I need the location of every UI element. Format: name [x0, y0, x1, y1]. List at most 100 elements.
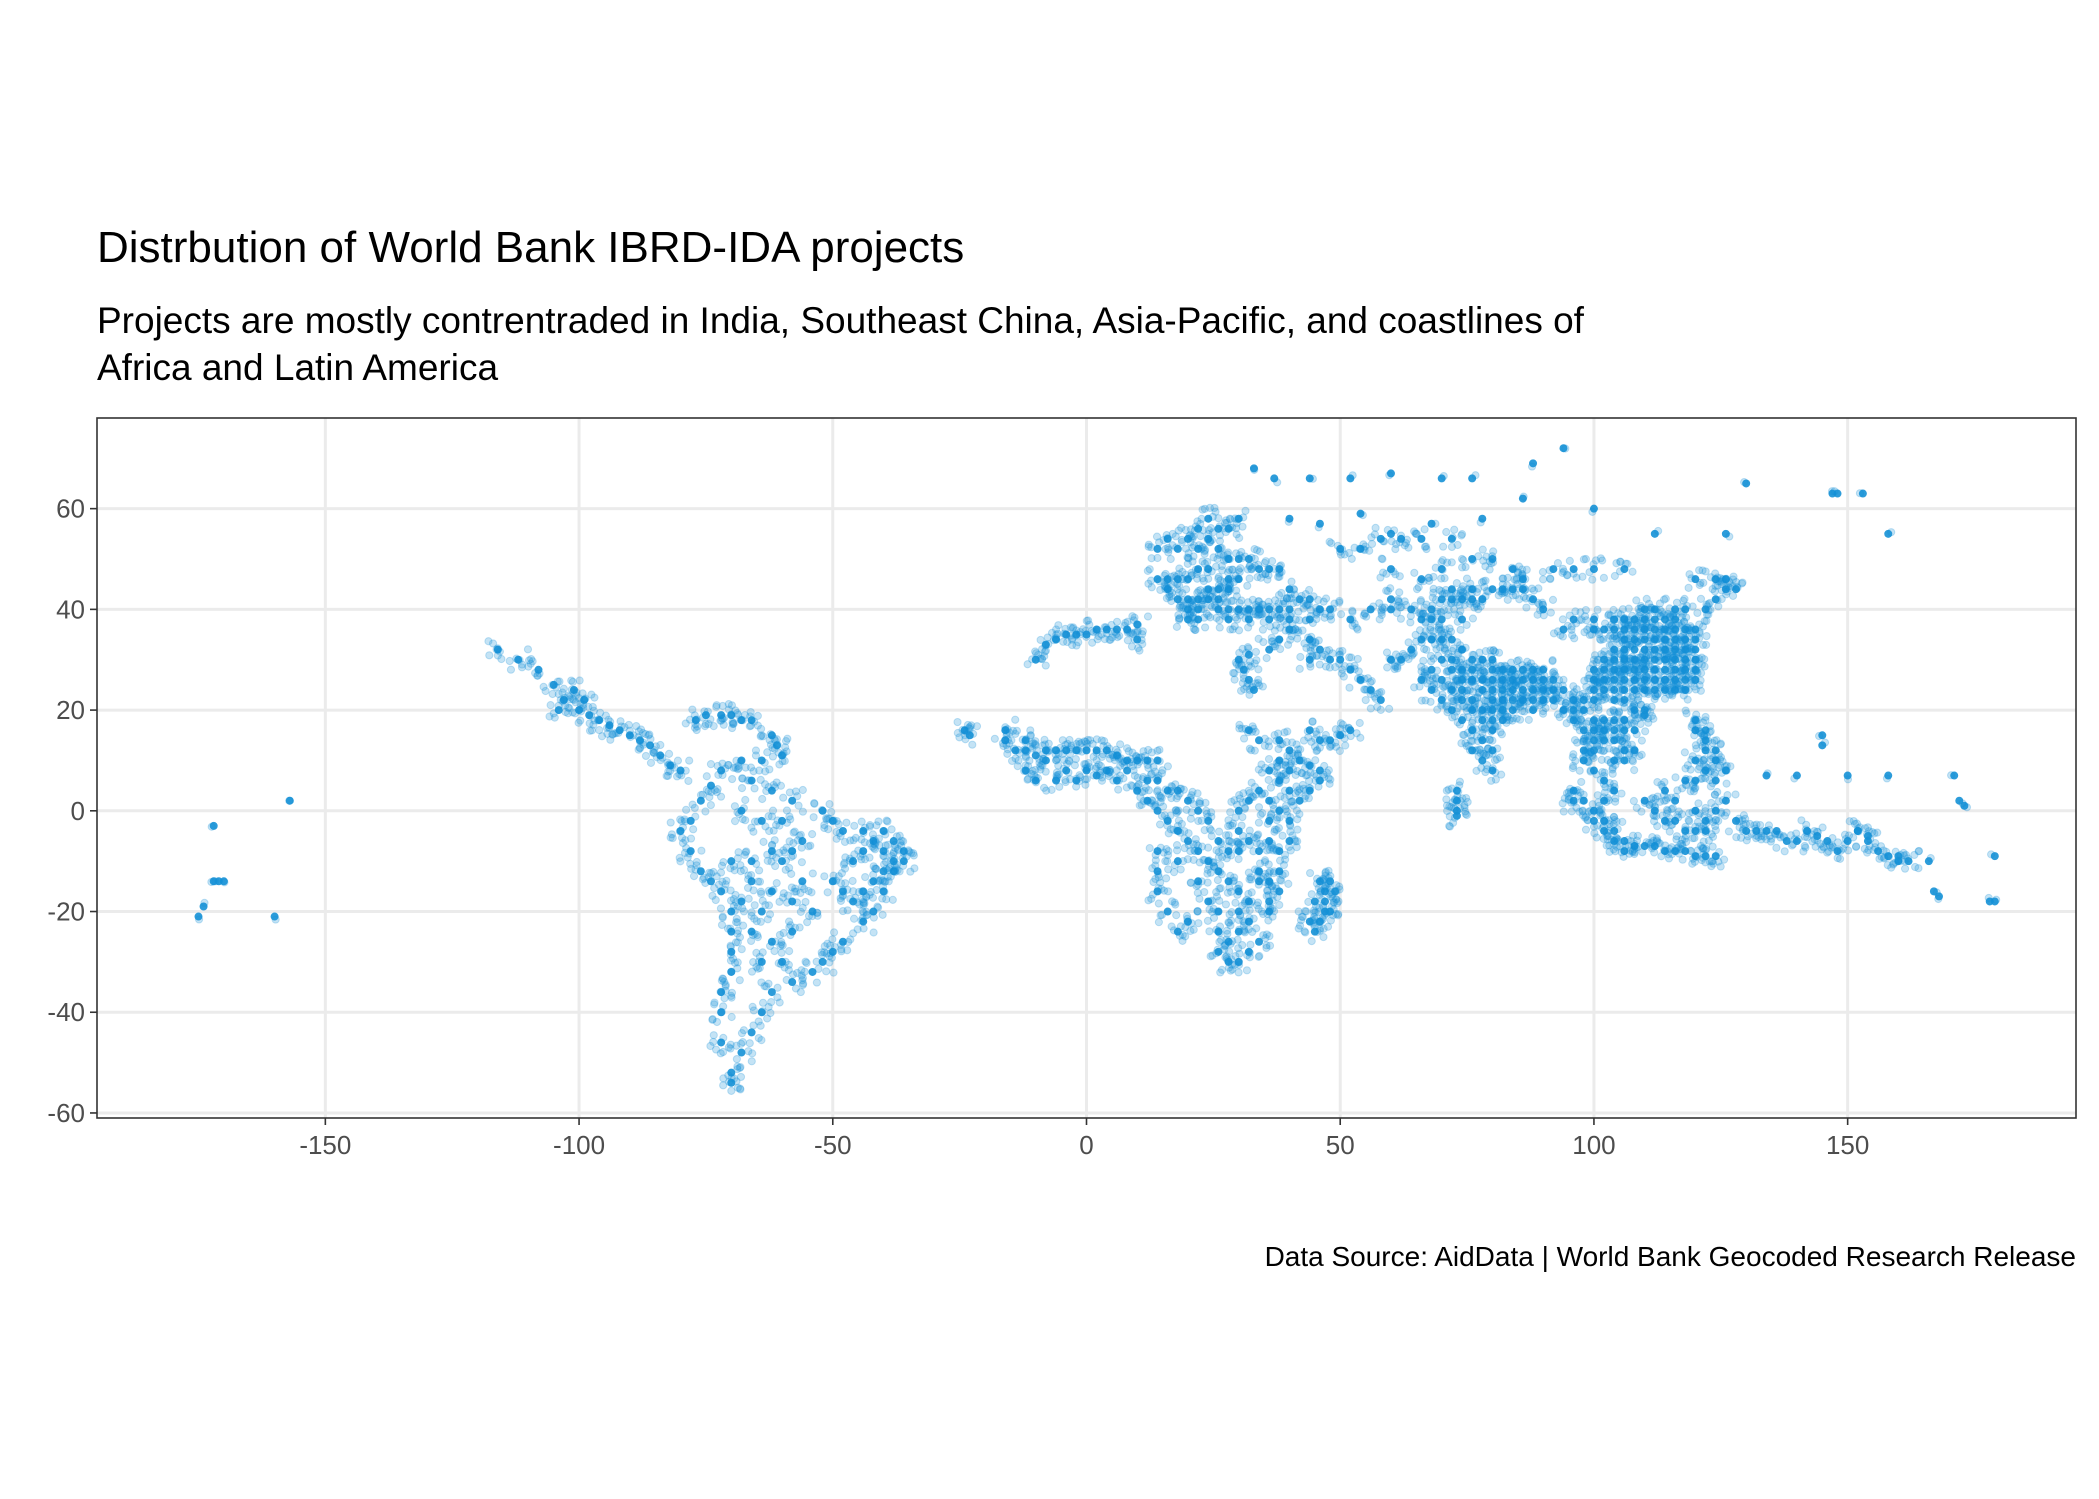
- data-point: [744, 875, 753, 884]
- data-point: [843, 946, 852, 955]
- data-point: [1135, 646, 1144, 655]
- data-point: [836, 831, 845, 841]
- data-point: [1153, 786, 1162, 795]
- data-point: [1640, 631, 1649, 640]
- data-point: [716, 868, 726, 877]
- data-point: [757, 889, 766, 898]
- data-point: [1203, 557, 1212, 566]
- data-point: [787, 883, 796, 892]
- data-point: [1641, 615, 1650, 624]
- data-point: [1453, 665, 1462, 674]
- data-point: [804, 842, 813, 851]
- data-point: [1238, 941, 1247, 950]
- data-point: [859, 917, 868, 926]
- data-point: [1283, 727, 1292, 736]
- data-point: [826, 949, 835, 958]
- data-point: [1025, 756, 1034, 765]
- data-point: [737, 1029, 747, 1038]
- data-point: [822, 949, 831, 958]
- data-point: [856, 852, 865, 861]
- data-point: [734, 710, 743, 719]
- data-point: [820, 942, 829, 951]
- data-point: [710, 883, 719, 893]
- data-point: [608, 730, 617, 739]
- data-point: [1089, 628, 1098, 637]
- data-point: [1445, 821, 1454, 831]
- data-point: [798, 807, 807, 816]
- data-point: [1283, 811, 1292, 820]
- data-point: [793, 792, 802, 801]
- data-point: [524, 662, 533, 671]
- data-point: [1485, 735, 1494, 744]
- data-point: [717, 988, 726, 997]
- data-point: [561, 707, 570, 717]
- data-point: [1568, 764, 1577, 773]
- data-point: [1001, 723, 1010, 732]
- data-point: [736, 1062, 745, 1072]
- data-point: [724, 1071, 733, 1080]
- data-point: [741, 795, 750, 805]
- data-point: [785, 788, 794, 797]
- data-point: [681, 766, 690, 775]
- data-point: [1345, 683, 1354, 692]
- data-point: [1201, 623, 1210, 632]
- data-point: [835, 828, 844, 838]
- data-point: [886, 856, 896, 865]
- data-point: [1700, 655, 1709, 664]
- data-point: [1714, 602, 1723, 611]
- data-point: [1040, 652, 1049, 661]
- data-point: [712, 872, 721, 881]
- data-point: [1061, 624, 1070, 633]
- data-point: [1567, 622, 1576, 631]
- data-point: [870, 864, 880, 873]
- data-point: [672, 772, 682, 781]
- data-point: [1265, 941, 1275, 950]
- data-point: [726, 950, 735, 959]
- data-point: [1112, 625, 1121, 634]
- data-point: [1082, 616, 1091, 626]
- data-point: [731, 706, 740, 715]
- data-point: [1092, 625, 1101, 634]
- data-point: [758, 896, 767, 905]
- data-point: [1431, 563, 1440, 572]
- data-point: [1031, 647, 1040, 656]
- data-point: [1011, 746, 1020, 755]
- data-point: [1496, 703, 1505, 712]
- data-point: [767, 887, 776, 896]
- data-point: [798, 974, 808, 983]
- data-point: [1214, 574, 1223, 583]
- data-point: [897, 836, 906, 846]
- data-point: [738, 716, 747, 725]
- data-point: [727, 1078, 736, 1087]
- data-point: [772, 853, 781, 862]
- data-point: [1155, 757, 1164, 766]
- data-point: [656, 751, 665, 760]
- data-point: [1321, 609, 1330, 618]
- data-point: [740, 711, 750, 720]
- data-point: [1081, 737, 1090, 746]
- data-point: [1573, 738, 1582, 747]
- data-point: [793, 968, 802, 978]
- data-point: [775, 848, 784, 858]
- data-point: [1206, 952, 1215, 961]
- data-point: [551, 682, 561, 692]
- data-point: [1348, 607, 1357, 617]
- data-point: [1273, 762, 1282, 771]
- data-point: [1037, 645, 1047, 654]
- data-point: [869, 928, 878, 937]
- data-point: [1264, 564, 1273, 573]
- data-point: [731, 763, 740, 772]
- data-point: [781, 737, 791, 746]
- data-point: [1665, 604, 1674, 613]
- data-point: [1391, 662, 1400, 672]
- data-point: [505, 656, 514, 666]
- data-point: [781, 865, 790, 874]
- data-point: [1459, 730, 1469, 740]
- data-point: [1538, 707, 1548, 716]
- data-point: [857, 835, 866, 844]
- data-point: [1134, 780, 1143, 789]
- data-point: [1687, 574, 1696, 583]
- data-point: [709, 1031, 718, 1040]
- data-point: [1243, 581, 1252, 590]
